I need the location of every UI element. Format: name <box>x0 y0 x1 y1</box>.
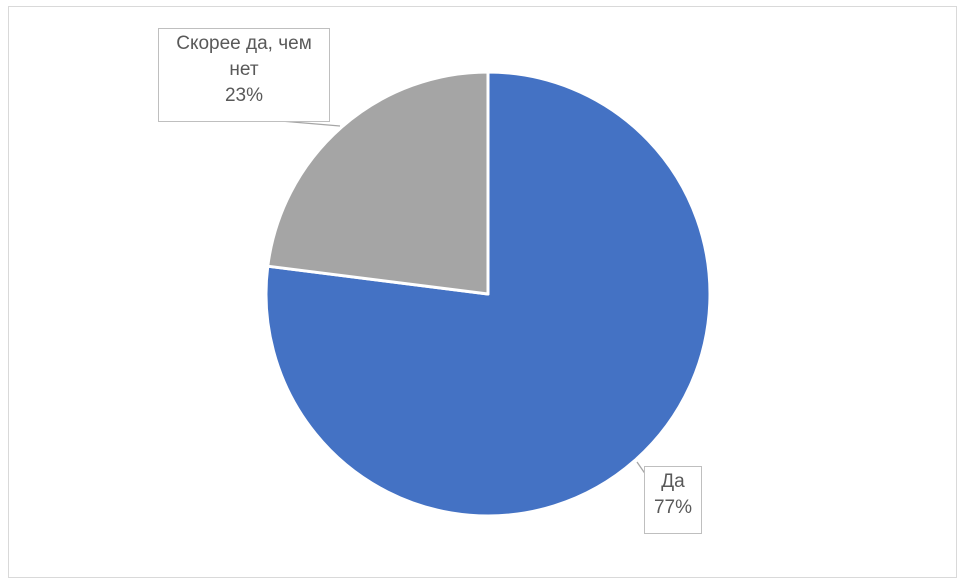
pie-slice-skoree-da <box>266 70 490 296</box>
data-label-category-line2: нет <box>229 59 259 80</box>
data-label-skoree-da: Скорее да, чем нет 23% <box>158 28 330 122</box>
data-label-percent: 23% <box>224 85 264 106</box>
data-label-category: Да <box>661 471 685 492</box>
data-label-category-line1: Скорее да, чем <box>176 33 312 54</box>
data-label-percent: 77% <box>653 497 693 518</box>
data-label-da: Да 77% <box>644 466 702 534</box>
